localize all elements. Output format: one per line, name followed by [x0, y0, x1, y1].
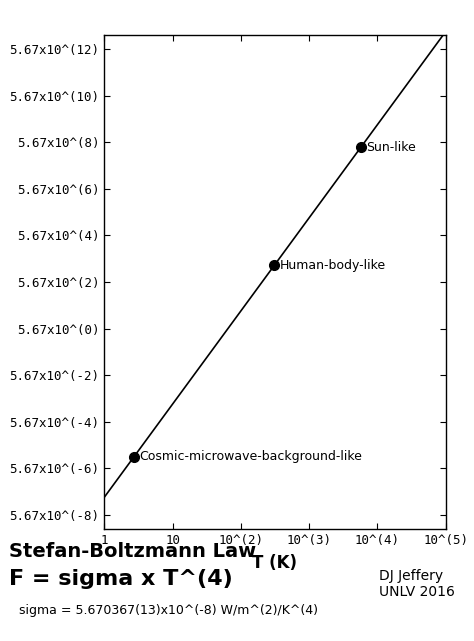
Text: Sun-like: Sun-like — [366, 140, 416, 153]
Text: Human-body-like: Human-body-like — [280, 259, 386, 272]
Text: sigma = 5.670367(13)x10^(-8) W/m^(2)/K^(4): sigma = 5.670367(13)x10^(-8) W/m^(2)/K^(… — [19, 604, 318, 617]
Text: Cosmic-microwave-background-like: Cosmic-microwave-background-like — [139, 450, 362, 463]
X-axis label: T (K): T (K) — [253, 554, 297, 572]
Text: F = sigma x T^(4): F = sigma x T^(4) — [9, 569, 233, 589]
Y-axis label: Flux (W/m^(2)): Flux (W/m^(2)) — [0, 217, 2, 347]
Text: DJ Jeffery
UNLV 2016: DJ Jeffery UNLV 2016 — [379, 569, 455, 599]
Text: Stefan-Boltzmann Law: Stefan-Boltzmann Law — [9, 542, 256, 561]
